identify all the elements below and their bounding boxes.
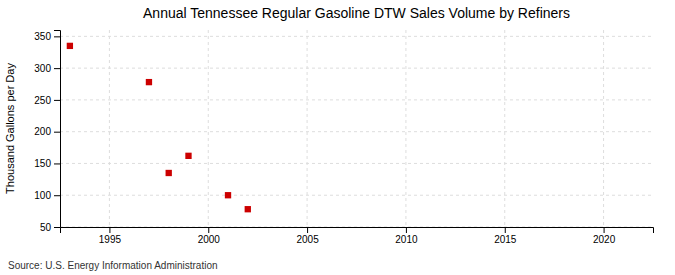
tick-mark <box>54 163 60 164</box>
tick-label: 50 <box>40 222 52 233</box>
tick-label: 350 <box>34 31 51 42</box>
x-axis: 1995 2000 2005 2010 2015 2020 <box>61 227 654 245</box>
point <box>225 192 231 198</box>
point <box>185 153 191 159</box>
annotation: Source: U.S. Energy Information Administ… <box>8 260 218 271</box>
grid-line <box>60 195 653 196</box>
x-tick: 2015 <box>494 227 517 245</box>
grid-line <box>405 30 406 227</box>
tick-mark <box>54 132 60 133</box>
grid-line <box>60 163 653 164</box>
title: Annual Tennessee Regular Gasoline DTW Sa… <box>143 5 570 21</box>
point <box>245 206 251 212</box>
grid-line <box>109 30 110 227</box>
tick-mark <box>109 227 110 233</box>
point <box>166 170 172 176</box>
x-tick: 2010 <box>395 227 418 245</box>
y-tick: 200 <box>34 126 60 137</box>
tick-label: 2020 <box>593 234 616 245</box>
tick-label: 2010 <box>395 234 418 245</box>
x-tick: 2005 <box>296 227 319 245</box>
y-axis: 50 100 150 200 250 300 350 <box>34 31 60 233</box>
tick-label: 250 <box>34 95 51 106</box>
y-tick: 300 <box>34 63 60 74</box>
grid-line <box>60 68 653 69</box>
y-axis-line <box>54 31 61 228</box>
grid-line <box>60 99 653 100</box>
tick-label: 200 <box>34 126 51 137</box>
tick-mark <box>54 227 60 228</box>
grid-line <box>504 30 505 227</box>
y-tick: 150 <box>34 158 60 169</box>
tick-mark <box>54 100 60 101</box>
tick-mark <box>54 36 60 37</box>
grid-line <box>208 30 209 227</box>
tick-mark <box>54 68 60 69</box>
tick-label: 150 <box>34 158 51 169</box>
grid-line <box>603 30 604 227</box>
y-tick: 350 <box>34 31 60 42</box>
grid-line <box>307 30 308 227</box>
y-tick: 50 <box>40 222 60 233</box>
point <box>67 43 73 49</box>
tick-mark <box>307 227 308 233</box>
grid <box>60 30 653 227</box>
tick-mark <box>54 195 60 196</box>
tick-mark <box>208 227 209 233</box>
chart: 1995 2000 2005 2010 2015 2020 50 100 150 200 250 30… <box>0 0 675 275</box>
y-tick: 100 <box>34 190 60 201</box>
y-tick: 250 <box>34 95 60 106</box>
tick-mark <box>406 227 407 233</box>
x-tick: 2000 <box>198 227 221 245</box>
x-axis-line <box>61 228 654 234</box>
tick-label: 100 <box>34 190 51 201</box>
plot: 1995 2000 2005 2010 2015 2020 50 100 150 200 250 30… <box>34 30 653 245</box>
point <box>146 79 152 85</box>
grid-line <box>60 131 653 132</box>
grid-line <box>60 36 653 37</box>
x-tick: 1995 <box>99 227 122 245</box>
tick-label: 300 <box>34 63 51 74</box>
y-axis-title: Thousand Gallons per Day <box>4 63 16 194</box>
tick-label: 2015 <box>494 234 517 245</box>
tick-mark <box>505 227 506 233</box>
tick-label: 2000 <box>198 234 221 245</box>
tick-mark <box>604 227 605 233</box>
x-tick: 2020 <box>593 227 616 245</box>
tick-label: 1995 <box>99 234 122 245</box>
points <box>67 43 251 213</box>
tick-label: 2005 <box>296 234 319 245</box>
